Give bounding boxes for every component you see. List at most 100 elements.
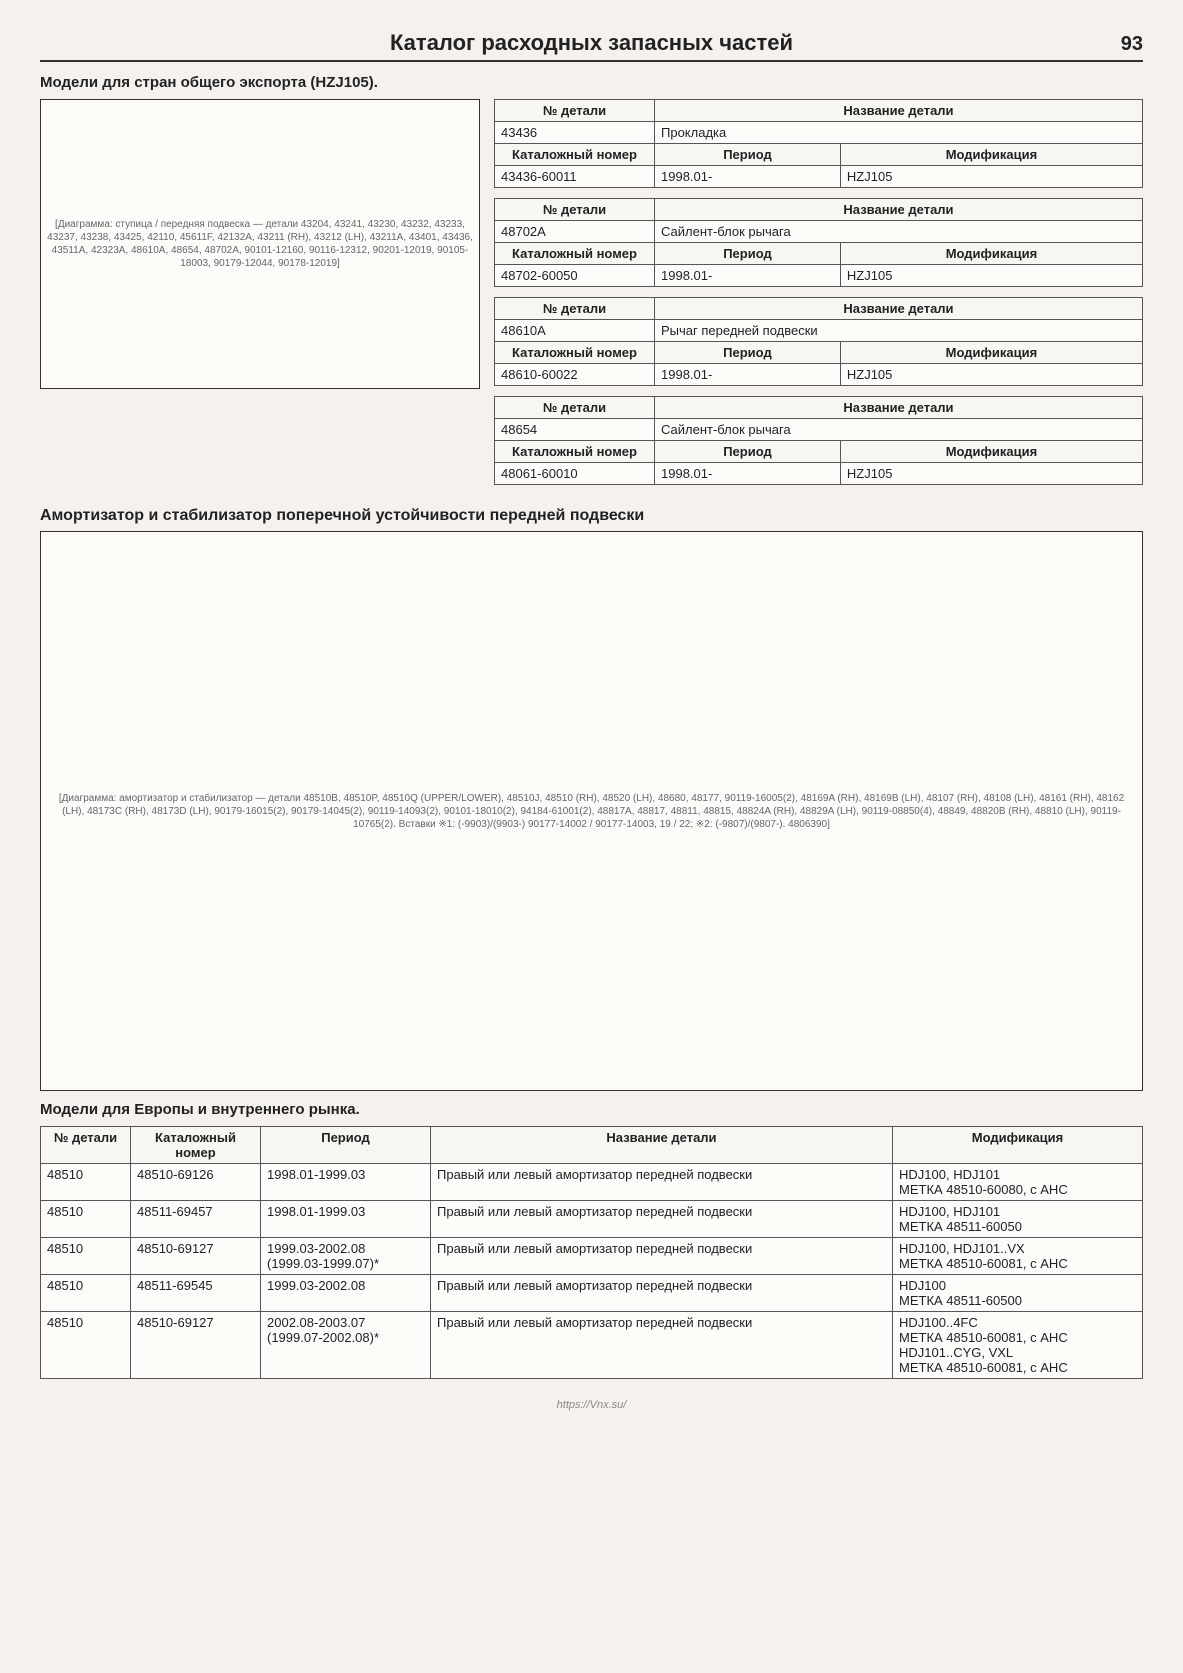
mod-label: Модификация — [840, 144, 1142, 166]
table-cell: 48511-69457 — [131, 1201, 261, 1238]
part-blocks-container: № деталиНазвание детали43436ПрокладкаКат… — [494, 99, 1143, 489]
diagram2-text: [Диаграмма: амортизатор и стабилизатор —… — [47, 792, 1136, 831]
table-cell: 1998.01-1999.03 — [261, 1201, 431, 1238]
part-no-label: № детали — [495, 298, 655, 320]
cat-label: Каталожный номер — [495, 441, 655, 463]
table-cell: 1998.01-1999.03 — [261, 1164, 431, 1201]
part-row: 48702-600501998.01-HZJ105 — [495, 265, 1143, 287]
page-number: 93 — [1093, 33, 1143, 56]
col-name: Название детали — [431, 1127, 893, 1164]
col-period: Период — [261, 1127, 431, 1164]
part-name-label: Название детали — [655, 298, 1143, 320]
table-cell: 1999.03-2002.08 — [261, 1275, 431, 1312]
part-row: 43436-600111998.01-HZJ105 — [495, 166, 1143, 188]
table-cell: 48510 — [41, 1164, 131, 1201]
part-name-value: Рычаг передней подвески — [655, 320, 1143, 342]
table-cell: Правый или левый амортизатор передней по… — [431, 1164, 893, 1201]
cat-value: 48061-60010 — [495, 463, 655, 485]
period-value: 1998.01- — [655, 166, 841, 188]
cat-value: 48702-60050 — [495, 265, 655, 287]
table-cell: 48510 — [41, 1312, 131, 1379]
part-no-value: 48610A — [495, 320, 655, 342]
table-row: 4851048511-695451999.03-2002.08Правый ил… — [41, 1275, 1143, 1312]
table-row: 4851048510-691271999.03-2002.08 (1999.03… — [41, 1238, 1143, 1275]
table-row: 4851048511-694571998.01-1999.03Правый ил… — [41, 1201, 1143, 1238]
section2-heading: Амортизатор и стабилизатор поперечной ус… — [40, 507, 1143, 525]
table-cell: 1999.03-2002.08 (1999.03-1999.07)* — [261, 1238, 431, 1275]
part-row: 48061-600101998.01-HZJ105 — [495, 463, 1143, 485]
part-block: № деталиНазвание детали48610AРычаг перед… — [494, 297, 1143, 386]
table-cell: Правый или левый амортизатор передней по… — [431, 1238, 893, 1275]
part-no-label: № детали — [495, 199, 655, 221]
table-cell: HDJ100, HDJ101 МЕТКА 48511-60050 — [893, 1201, 1143, 1238]
part-no-value: 48654 — [495, 419, 655, 441]
col-catno: Каталожный номер — [131, 1127, 261, 1164]
part-no-value: 48702A — [495, 221, 655, 243]
part-header-table: № деталиНазвание детали43436ПрокладкаКат… — [494, 99, 1143, 188]
mod-label: Модификация — [840, 342, 1142, 364]
table-cell: HDJ100..4FC МЕТКА 48510-60081, с AHC HDJ… — [893, 1312, 1143, 1379]
table-cell: 48510-69126 — [131, 1164, 261, 1201]
part-header-table: № деталиНазвание детали48702AСайлент-бло… — [494, 198, 1143, 287]
part-header-table: № деталиНазвание детали48654Сайлент-блок… — [494, 396, 1143, 485]
mod-label: Модификация — [840, 441, 1142, 463]
part-block: № деталиНазвание детали48702AСайлент-бло… — [494, 198, 1143, 287]
period-value: 1998.01- — [655, 265, 841, 287]
page-title: Каталог расходных запасных частей — [90, 30, 1093, 56]
part-block: № деталиНазвание детали48654Сайлент-блок… — [494, 396, 1143, 485]
col-mod: Модификация — [893, 1127, 1143, 1164]
col-partno: № детали — [41, 1127, 131, 1164]
cat-label: Каталожный номер — [495, 342, 655, 364]
mod-value: HZJ105 — [840, 265, 1142, 287]
mod-value: HZJ105 — [840, 166, 1142, 188]
part-no-label: № детали — [495, 397, 655, 419]
period-label: Период — [655, 441, 841, 463]
table-cell: 48510 — [41, 1238, 131, 1275]
part-header-table: № деталиНазвание детали48610AРычаг перед… — [494, 297, 1143, 386]
table-cell: HDJ100, HDJ101..VX МЕТКА 48510-60081, с … — [893, 1238, 1143, 1275]
top-row: [Диаграмма: ступица / передняя подвеска … — [40, 99, 1143, 489]
mod-value: HZJ105 — [840, 463, 1142, 485]
table-cell: Правый или левый амортизатор передней по… — [431, 1275, 893, 1312]
part-name-label: Название детали — [655, 397, 1143, 419]
main-parts-table: № детали Каталожный номер Период Названи… — [40, 1126, 1143, 1379]
cat-value: 43436-60011 — [495, 166, 655, 188]
table-cell: HDJ100, HDJ101 МЕТКА 48510-60080, с AHC — [893, 1164, 1143, 1201]
main-table-header-row: № детали Каталожный номер Период Названи… — [41, 1127, 1143, 1164]
part-block: № деталиНазвание детали43436ПрокладкаКат… — [494, 99, 1143, 188]
cat-value: 48610-60022 — [495, 364, 655, 386]
part-no-label: № детали — [495, 100, 655, 122]
diagram-hub-assembly: [Диаграмма: ступица / передняя подвеска … — [40, 99, 480, 389]
part-row: 48610-600221998.01-HZJ105 — [495, 364, 1143, 386]
table-cell: HDJ100 МЕТКА 48511-60500 — [893, 1275, 1143, 1312]
table-cell: 48510-69127 — [131, 1238, 261, 1275]
part-name-label: Название детали — [655, 100, 1143, 122]
diagram-shock-stabilizer: [Диаграмма: амортизатор и стабилизатор —… — [40, 531, 1143, 1091]
table-cell: Правый или левый амортизатор передней по… — [431, 1201, 893, 1238]
diagram1-text: [Диаграмма: ступица / передняя подвеска … — [47, 218, 473, 270]
page-header: Каталог расходных запасных частей 93 — [40, 30, 1143, 62]
table-row: 4851048510-691272002.08-2003.07 (1999.07… — [41, 1312, 1143, 1379]
cat-label: Каталожный номер — [495, 144, 655, 166]
mod-value: HZJ105 — [840, 364, 1142, 386]
table-cell: 48510 — [41, 1275, 131, 1312]
table-cell: 48511-69545 — [131, 1275, 261, 1312]
footer-link: https://Vnx.su/ — [40, 1399, 1143, 1411]
part-name-value: Сайлент-блок рычага — [655, 419, 1143, 441]
period-value: 1998.01- — [655, 463, 841, 485]
mod-label: Модификация — [840, 243, 1142, 265]
table-cell: 2002.08-2003.07 (1999.07-2002.08)* — [261, 1312, 431, 1379]
period-label: Период — [655, 144, 841, 166]
subsection2-title: Модели для Европы и внутреннего рынка. — [40, 1101, 1143, 1118]
period-label: Период — [655, 342, 841, 364]
subsection1-title: Модели для стран общего экспорта (HZJ105… — [40, 74, 1143, 91]
period-value: 1998.01- — [655, 364, 841, 386]
part-name-value: Сайлент-блок рычага — [655, 221, 1143, 243]
part-no-value: 43436 — [495, 122, 655, 144]
cat-label: Каталожный номер — [495, 243, 655, 265]
period-label: Период — [655, 243, 841, 265]
part-name-label: Название детали — [655, 199, 1143, 221]
table-cell: Правый или левый амортизатор передней по… — [431, 1312, 893, 1379]
table-row: 4851048510-691261998.01-1999.03Правый ил… — [41, 1164, 1143, 1201]
table-cell: 48510-69127 — [131, 1312, 261, 1379]
